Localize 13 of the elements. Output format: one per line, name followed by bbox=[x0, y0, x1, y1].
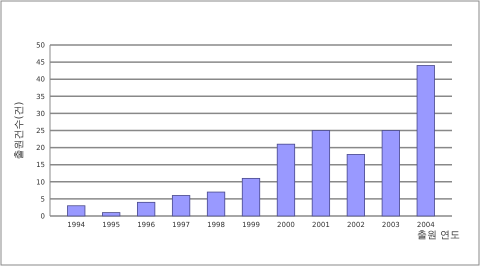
y-axis-title: 출원건수(건) bbox=[14, 102, 25, 160]
bar bbox=[312, 130, 330, 216]
bar bbox=[102, 212, 120, 216]
bar bbox=[382, 130, 400, 216]
bar bbox=[276, 144, 296, 216]
bar bbox=[206, 192, 226, 216]
bar bbox=[67, 205, 86, 216]
bar bbox=[416, 65, 435, 216]
bar bbox=[172, 195, 190, 216]
bar bbox=[136, 202, 156, 216]
bar bbox=[242, 178, 260, 216]
x-axis-title: 출원 연도 bbox=[416, 230, 460, 241]
bar bbox=[346, 154, 366, 216]
